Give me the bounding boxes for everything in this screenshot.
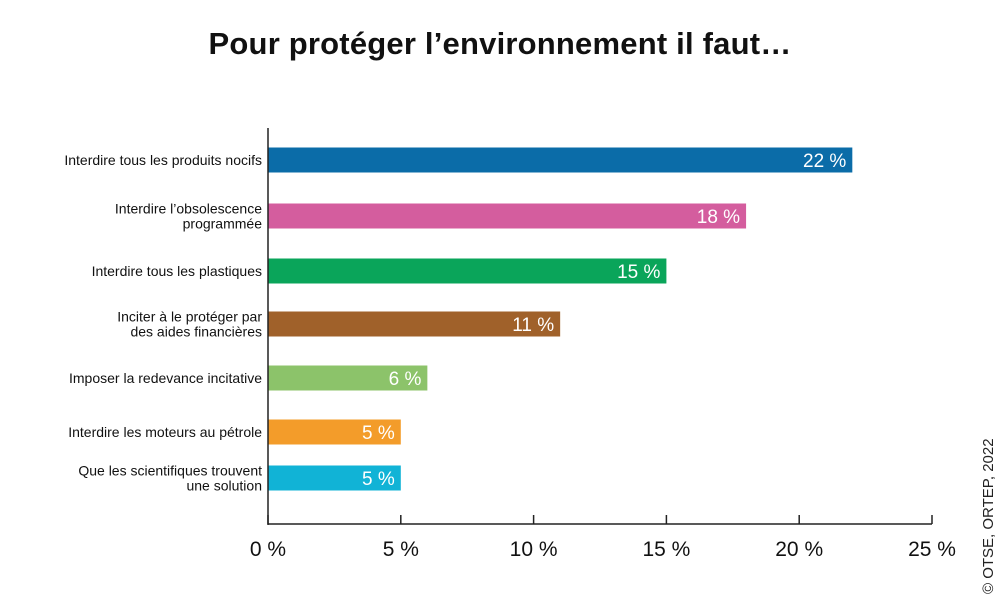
x-tick-label-0: 0 % (250, 538, 286, 561)
category-label-1: Interdire tous les produits nocifs (64, 152, 262, 168)
category-label-7-line-2: une solution (186, 478, 262, 494)
category-label-2-line-1: Interdire l’obsolescence (115, 201, 262, 217)
category-label-2-line-2: programmée (183, 216, 263, 232)
bar-value-label-5: 6 % (389, 369, 422, 390)
bar-5 (268, 365, 428, 391)
category-label-5: Imposer la redevance incitative (69, 370, 262, 386)
bar-4 (268, 311, 561, 337)
bar-2 (268, 203, 747, 229)
category-label-7-line-1: Que les scientifiques trouvent (78, 463, 262, 479)
bar-value-label-7: 5 % (362, 469, 395, 490)
bar-value-label-1: 22 % (803, 151, 846, 172)
chart-title: Pour protéger l’environnement il faut… (208, 26, 792, 61)
category-label-3: Interdire tous les plastiques (92, 263, 262, 279)
bar-value-label-4: 11 % (512, 315, 554, 336)
x-tick-label-15: 15 % (642, 538, 690, 561)
copyright-credit: © OTSE, ORTEP, 2022 (980, 438, 997, 594)
bar-1 (268, 147, 853, 173)
x-tick-label-5: 5 % (383, 538, 419, 561)
bar-3 (268, 258, 667, 284)
bar-7 (268, 465, 401, 491)
category-label-4-line-2: des aides financières (130, 324, 262, 340)
category-label-6: Interdire les moteurs au pétrole (68, 424, 262, 440)
bar-value-label-2: 18 % (697, 207, 740, 228)
x-tick-label-25: 25 % (908, 538, 956, 561)
bar-6 (268, 419, 401, 445)
x-tick-label-10: 10 % (510, 538, 558, 561)
bar-value-label-6: 5 % (362, 423, 395, 444)
category-label-4-line-1: Inciter à le protéger par (117, 309, 262, 325)
bar-value-label-3: 15 % (617, 262, 660, 283)
x-tick-label-20: 20 % (775, 538, 823, 561)
